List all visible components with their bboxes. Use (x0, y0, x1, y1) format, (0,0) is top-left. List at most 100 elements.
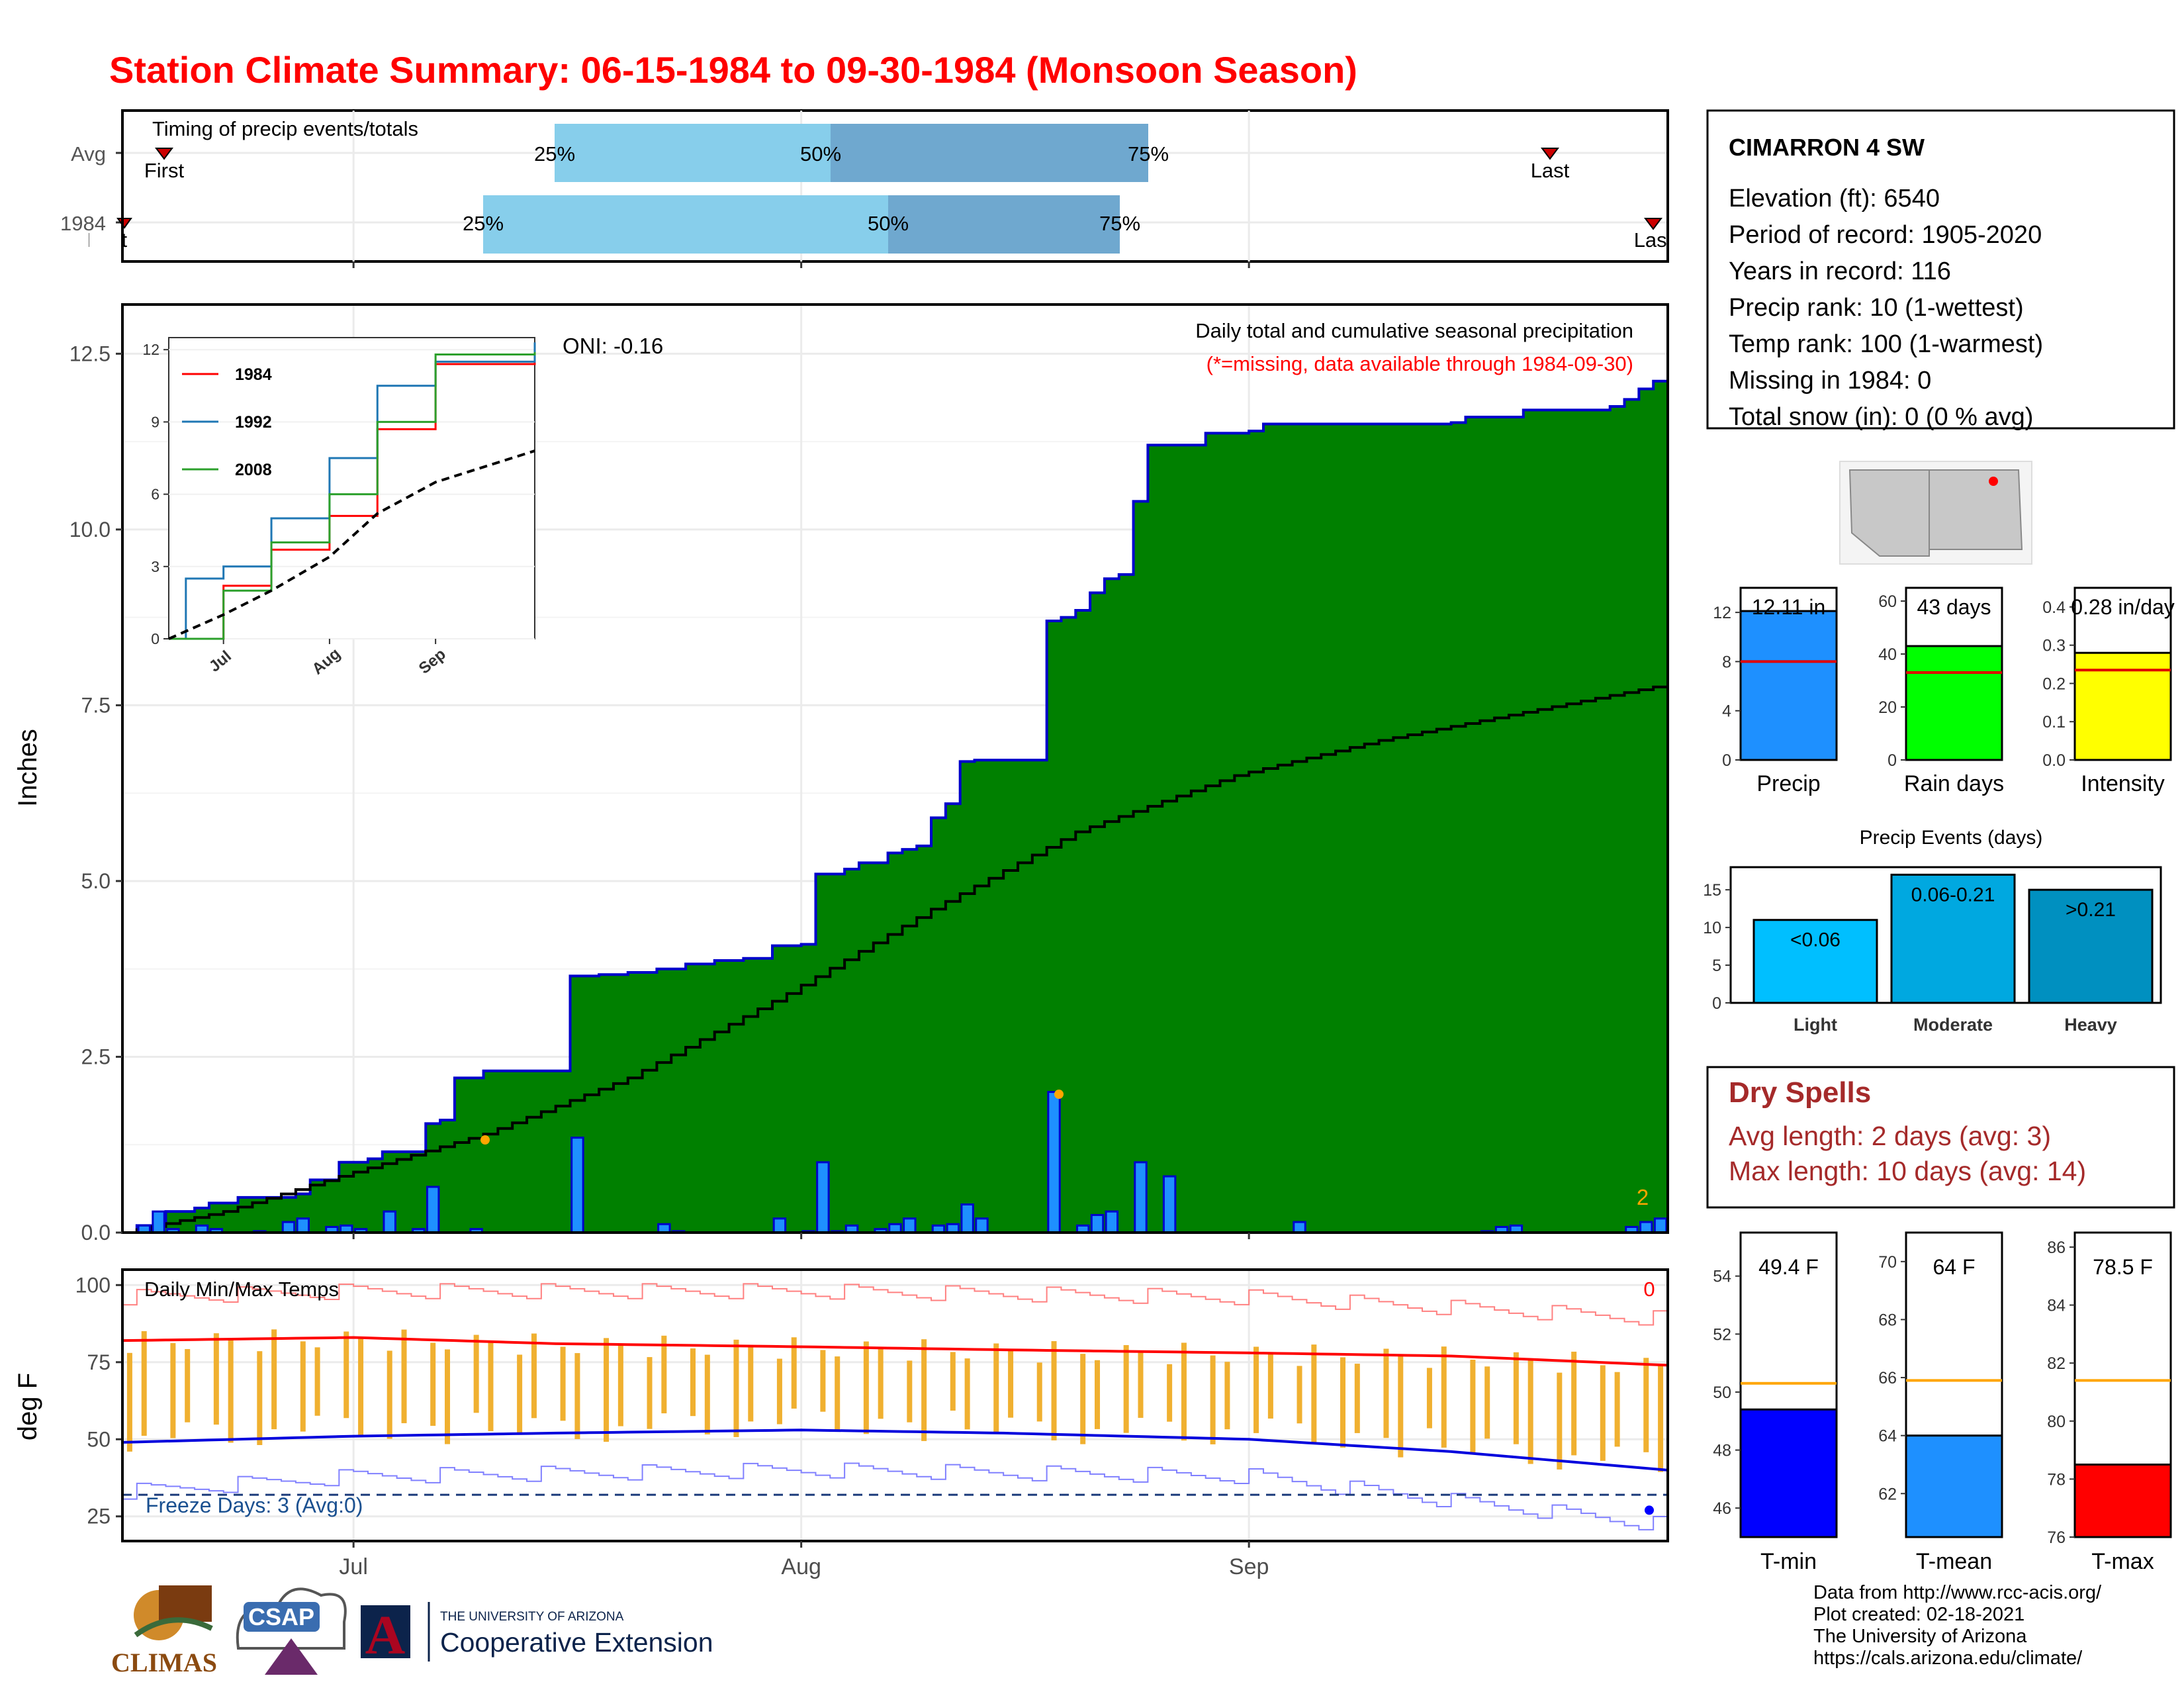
cumulative-precip-line (122, 379, 1668, 1234)
month-label: Aug (781, 1554, 821, 1579)
climas-logo: CLIMAS (111, 1585, 217, 1677)
timing-avg-first-marker (155, 148, 173, 160)
inset-series-line (168, 449, 535, 640)
temp-range-bar (1527, 1359, 1533, 1464)
extreme-marker-1 (480, 1135, 490, 1145)
station-name: CIMARRON 4 SW (1729, 134, 1925, 161)
inset-legend-label: 1984 (235, 365, 272, 384)
cumulative-precip-area (122, 381, 1668, 1233)
temp-range-bar (835, 1356, 841, 1430)
temp-range-bar (1354, 1364, 1360, 1433)
station-info-frame (1706, 109, 2175, 430)
map-state-az (1848, 469, 1930, 557)
temp-range-bar (1513, 1352, 1519, 1444)
map-state-nm (1929, 469, 2023, 550)
timing-panel: Timing of precip events/totals Avg 1984 … (60, 109, 1696, 268)
timing-year-25-label: 25% (463, 212, 504, 235)
temp-range-bar (488, 1341, 494, 1431)
temp-summary-y-tick-label: 54 (1713, 1268, 1731, 1286)
precip-y-axis: 0.0 2.5 5.0 7.5 10.0 12.5 (69, 342, 1250, 1244)
ua-logo-top: THE UNIVERSITY OF ARIZONA (440, 1610, 624, 1624)
temp-range-bar (647, 1357, 653, 1429)
temp-range-bar (1484, 1366, 1490, 1439)
temp-range-bar (950, 1352, 956, 1411)
average-cumulative-line (122, 685, 1668, 1234)
temp-range-bar (1253, 1346, 1259, 1433)
temp-range-bar (141, 1331, 147, 1436)
temp-panel-frame (122, 1270, 1668, 1541)
temp-panel-border (121, 1268, 1669, 1542)
timing-row-avg: Avg (71, 142, 106, 165)
temp-summary-y-tick-label: 82 (2047, 1354, 2066, 1373)
temp-y-tick-label: 100 (75, 1273, 111, 1297)
temp-range-bar (776, 1358, 782, 1425)
inset-legend-label: 1992 (235, 413, 272, 432)
month-axis: Jul Aug Sep (339, 1541, 1269, 1579)
ua-logo: A THE UNIVERSITY OF ARIZONA Cooperative … (361, 1602, 713, 1666)
temp-range-bar (1138, 1351, 1144, 1418)
timing-year-50-75 (888, 195, 1120, 254)
temp-range-bar (617, 1344, 623, 1427)
daily-precip-bar (903, 1217, 917, 1234)
inset-y-tick-label: 3 (151, 558, 159, 575)
temp-range-bar (185, 1348, 191, 1423)
temp-range-bar (228, 1339, 234, 1443)
temp-y-label: deg F (13, 1373, 42, 1440)
temperature-summary-bars: 46 48 50 52 54 49.4 F T-min 62 64 66 68 70 64 F T-mea… (1713, 1231, 2172, 1574)
temp-summary-y-tick-label: 84 (2047, 1297, 2066, 1315)
temp-range-bar (1297, 1366, 1302, 1424)
temp-range-bar (1426, 1368, 1432, 1429)
timing-mask-right (1669, 232, 1696, 258)
map-station-dot (1989, 477, 1998, 486)
month-label: Jul (339, 1554, 367, 1579)
temp-range-bar (1080, 1354, 1086, 1444)
temp-range-bar (1557, 1372, 1563, 1470)
temp-summary-bar (1905, 1434, 2003, 1538)
ua-logo-main: Cooperative Extension (440, 1627, 713, 1658)
events-y-tick-label: 5 (1712, 957, 1721, 975)
footer-line-3: The University of Arizona (1813, 1626, 2027, 1647)
temp-summary-y-tick-label: 86 (2047, 1239, 2066, 1257)
inset-y-tick-label: 12 (142, 341, 159, 358)
temp-summary-value: 49.4 F (1758, 1255, 1819, 1279)
precip-y-tick-label: 2.5 (81, 1045, 111, 1068)
temp-range-bar (1571, 1351, 1577, 1456)
inset-series-line (169, 352, 536, 640)
daily-precip-bar (1293, 1221, 1306, 1234)
temp-range-bar (1383, 1348, 1389, 1438)
timing-row-year: 1984 (60, 212, 106, 235)
station-line-1: Elevation (ft): 6540 (1729, 185, 1940, 212)
footer-line-4: https://cals.arizona.edu/climate/ (1813, 1648, 2083, 1669)
temp-range-bar (1340, 1357, 1345, 1448)
precip-y-tick-label: 7.5 (81, 693, 111, 717)
summary-y-tick-label: 0.3 (2042, 637, 2066, 655)
temp-summary-bar (1739, 1408, 1838, 1538)
summary-y-tick-label: 0.1 (2042, 713, 2066, 731)
page-title: Station Climate Summary: 06-15-1984 to 0… (109, 49, 1357, 91)
daily-precip-bar (1134, 1161, 1148, 1234)
footer-line-1: Data from http://www.rcc-acis.org/ (1813, 1582, 2102, 1603)
timing-avg-first-label: First (144, 159, 185, 182)
temp-summary-y-tick-label: 66 (1878, 1369, 1897, 1387)
daily-precip-bar (426, 1186, 440, 1234)
freeze-days-note: Freeze Days: 3 (Avg:0) (146, 1493, 363, 1517)
daily-precip-bar (383, 1210, 396, 1234)
temp-range-bar (531, 1333, 537, 1419)
daily-precip-bar (296, 1217, 310, 1234)
temp-y-tick-label: 50 (87, 1427, 111, 1451)
temp-range-bar (271, 1329, 277, 1430)
temp-range-bar (343, 1331, 349, 1419)
locator-map (1839, 461, 2032, 565)
events-category-label: Moderate (1913, 1015, 1993, 1035)
temp-range-bar (993, 1343, 999, 1433)
temp-range-bar (1167, 1364, 1173, 1422)
temp-summary-y-tick-label: 70 (1878, 1253, 1897, 1272)
csap-mountain-icon (265, 1638, 318, 1675)
events-bar (2028, 888, 2154, 1004)
temp-summary-bar (2073, 1463, 2172, 1538)
temp-range-bar (907, 1360, 913, 1423)
record-high-line (122, 1283, 1668, 1326)
summary-value-label: 0.28 in/day (2071, 595, 2175, 619)
timing-avg-50-75 (831, 124, 1148, 182)
